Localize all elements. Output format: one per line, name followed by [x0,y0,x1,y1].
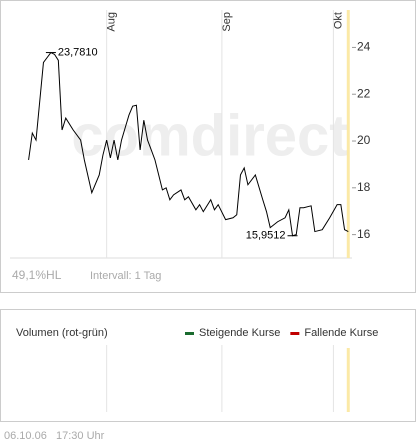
timestamp: 06.10.06 17:30 Uhr [4,430,105,442]
range-label: 49,1%HL [12,268,62,282]
legend-label: Fallende Kurse [304,327,378,339]
volume-panel [0,309,416,422]
watermark: comdirect [71,103,348,168]
price-panel [0,0,416,293]
legend-swatch [290,332,300,335]
y-tick-label: 22 [357,86,371,100]
interval-label: Intervall: 1 Tag [90,270,161,282]
x-tick-label: Okt [332,12,344,29]
x-tick-label: Sep [221,12,233,32]
x-tick-label: Aug [106,12,118,32]
legend-swatch [185,332,194,335]
volume-title: Volumen (rot-grün) [16,327,108,339]
y-tick-label: 24 [357,40,371,54]
y-tick-label: 16 [357,227,371,241]
y-tick-label: 18 [357,180,371,194]
min-label: 15,9512 [246,230,286,242]
legend-label: Steigende Kurse [199,327,280,339]
max-label: 23,7810 [58,46,98,58]
y-tick-label: 20 [357,133,371,147]
